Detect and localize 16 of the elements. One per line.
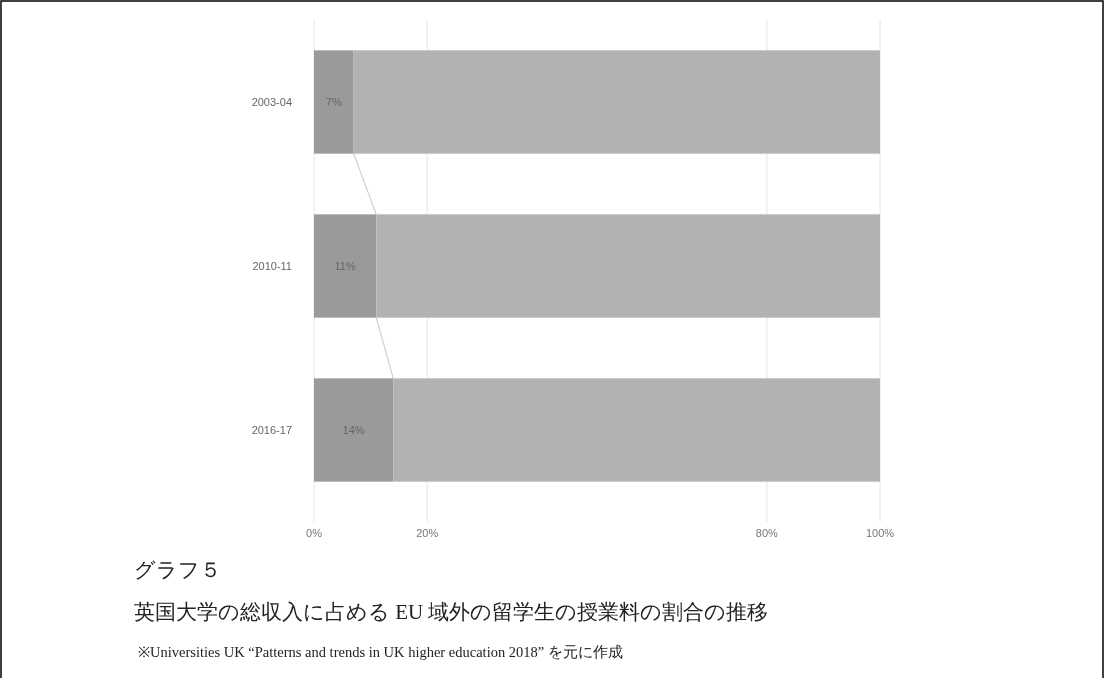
bar — [393, 378, 880, 482]
x-tick-label: 100% — [865, 527, 895, 539]
text: 英国大学の総収入に占める EU 域外の留学生の授業料の割合の推移 — [134, 600, 769, 624]
text: ※Universities UK “Patterns and trends in UK higher education 2018” を元に作成 — [138, 644, 623, 660]
y-tick-label: 2010-11 — [252, 260, 292, 272]
x-tick-label: 0% — [306, 527, 323, 539]
y-tick-label: 2003-04 — [251, 96, 292, 108]
bar — [376, 214, 880, 318]
bar — [314, 378, 394, 482]
x-tick-label: 80% — [755, 527, 779, 539]
y-tick-label: 2016-17 — [251, 424, 292, 436]
bar — [314, 50, 354, 154]
bar — [353, 50, 880, 154]
bar — [314, 214, 377, 318]
text: グラフ５ — [134, 558, 221, 582]
x-tick-label: 20% — [416, 527, 439, 539]
